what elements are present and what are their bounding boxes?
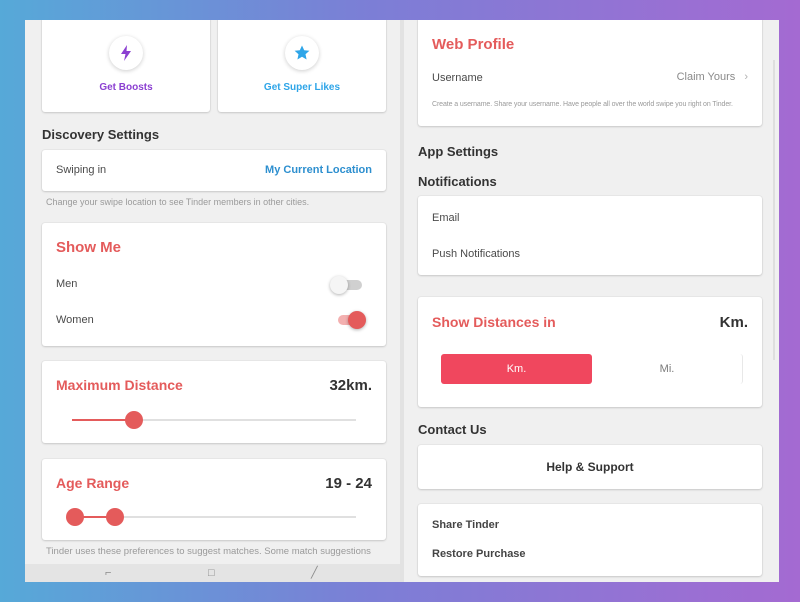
lightning-bolt-icon: [121, 45, 131, 61]
right-settings-panel: Web Profile Username Claim Yours › Creat…: [404, 20, 779, 582]
men-toggle-track: [334, 280, 362, 290]
discovery-settings-title: Discovery Settings: [42, 127, 160, 142]
unit-km-button[interactable]: Km.: [441, 354, 592, 384]
app-settings-title: App Settings: [418, 144, 499, 159]
age-range-value: 19 - 24: [325, 475, 372, 492]
restore-purchase-item[interactable]: Restore Purchase: [432, 548, 526, 560]
maximum-distance-title: Maximum Distance: [56, 377, 183, 393]
contact-us-title: Contact Us: [418, 422, 487, 437]
boost-icon-circle: [109, 36, 143, 70]
web-profile-title: Web Profile: [432, 36, 515, 53]
left-settings-panel: Get Boosts Get Super Likes Discovery Set…: [25, 20, 400, 582]
scroll-indicator[interactable]: [773, 60, 775, 360]
swiping-location-row[interactable]: Swiping in My Current Location: [42, 150, 386, 191]
get-boosts-card[interactable]: Get Boosts: [42, 20, 210, 112]
preferences-hint: Tinder uses these preferences to suggest…: [46, 546, 371, 557]
show-me-card: Show Me Men Women: [42, 223, 386, 346]
username-label: Username: [432, 72, 483, 84]
system-nav-bar: ⌐ □ ╱: [25, 564, 400, 582]
share-restore-card: Share Tinder Restore Purchase: [418, 504, 762, 576]
swiping-in-label: Swiping in: [56, 164, 107, 176]
help-support-button[interactable]: Help & Support: [418, 445, 762, 489]
distance-unit-value: Km.: [719, 314, 748, 331]
distance-slider-knob[interactable]: [125, 411, 143, 429]
nav-back-icon[interactable]: ╱: [311, 567, 318, 579]
notifications-title: Notifications: [418, 174, 497, 189]
age-slider-track[interactable]: [72, 516, 356, 518]
swiping-hint: Change your swipe location to see Tinder…: [46, 197, 310, 207]
age-slider-max-knob[interactable]: [106, 508, 124, 526]
notifications-card: Email Push Notifications: [418, 196, 762, 275]
men-label: Men: [56, 278, 78, 290]
women-toggle[interactable]: [336, 310, 372, 330]
panel-divider: [400, 20, 404, 582]
nav-recent-icon[interactable]: ⌐: [105, 567, 112, 579]
share-tinder-item[interactable]: Share Tinder: [432, 519, 500, 531]
nav-home-icon[interactable]: □: [208, 567, 215, 579]
push-notifications-item[interactable]: Push Notifications: [432, 248, 521, 260]
unit-mi-button[interactable]: Mi.: [592, 354, 743, 384]
email-notifications-item[interactable]: Email: [432, 212, 460, 224]
distance-units-card: Show Distances in Km. Km. Mi.: [418, 297, 762, 407]
help-support-label: Help & Support: [546, 460, 634, 474]
men-toggle-knob: [330, 276, 348, 294]
women-label: Women: [56, 314, 94, 326]
web-profile-card: Web Profile Username Claim Yours › Creat…: [418, 20, 762, 126]
star-icon: [294, 45, 310, 60]
distance-slider-track[interactable]: [72, 419, 356, 421]
username-hint: Create a username. Share your username. …: [432, 101, 733, 108]
show-distances-title: Show Distances in: [432, 314, 556, 330]
age-range-title: Age Range: [56, 475, 130, 491]
get-boosts-label: Get Boosts: [99, 82, 153, 93]
claim-username-label: Claim Yours: [676, 71, 736, 83]
chevron-right-icon: ›: [744, 71, 748, 83]
get-super-likes-card[interactable]: Get Super Likes: [218, 20, 386, 112]
men-toggle[interactable]: [330, 275, 366, 295]
women-toggle-knob: [348, 311, 366, 329]
show-me-title: Show Me: [56, 239, 122, 256]
age-slider-min-knob[interactable]: [66, 508, 84, 526]
maximum-distance-card: Maximum Distance 32km.: [42, 361, 386, 443]
maximum-distance-value: 32km.: [329, 377, 372, 394]
app-frame: Get Boosts Get Super Likes Discovery Set…: [25, 20, 779, 582]
superlike-icon-circle: [285, 36, 319, 70]
claim-username-link[interactable]: Claim Yours ›: [677, 71, 748, 83]
age-slider-fill: [75, 516, 115, 518]
age-range-card: Age Range 19 - 24: [42, 459, 386, 540]
swiping-location-value[interactable]: My Current Location: [265, 164, 372, 176]
distance-slider-fill: [72, 419, 134, 421]
get-super-likes-label: Get Super Likes: [263, 82, 341, 93]
